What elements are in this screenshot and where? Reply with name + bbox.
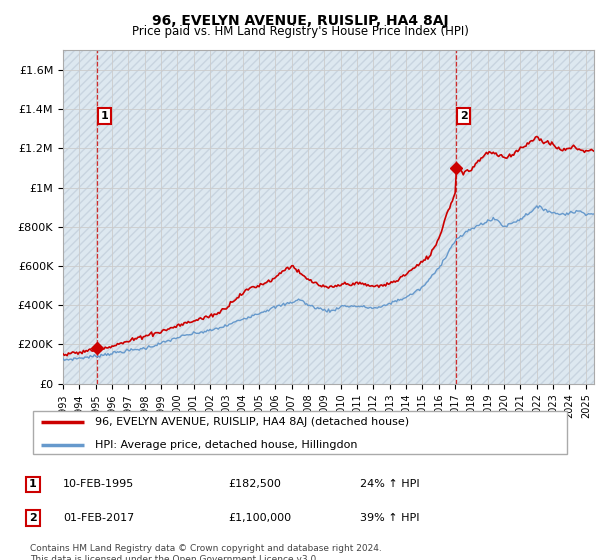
Text: 01-FEB-2017: 01-FEB-2017 [63, 513, 134, 523]
Text: £1,100,000: £1,100,000 [228, 513, 291, 523]
Text: HPI: Average price, detached house, Hillingdon: HPI: Average price, detached house, Hill… [95, 440, 358, 450]
Text: 96, EVELYN AVENUE, RUISLIP, HA4 8AJ: 96, EVELYN AVENUE, RUISLIP, HA4 8AJ [152, 14, 448, 28]
Text: 24% ↑ HPI: 24% ↑ HPI [360, 479, 419, 489]
Text: 1: 1 [101, 111, 109, 121]
FancyBboxPatch shape [33, 411, 568, 454]
Text: 39% ↑ HPI: 39% ↑ HPI [360, 513, 419, 523]
Text: Price paid vs. HM Land Registry's House Price Index (HPI): Price paid vs. HM Land Registry's House … [131, 25, 469, 38]
Text: 96, EVELYN AVENUE, RUISLIP, HA4 8AJ (detached house): 96, EVELYN AVENUE, RUISLIP, HA4 8AJ (det… [95, 417, 409, 427]
Text: 10-FEB-1995: 10-FEB-1995 [63, 479, 134, 489]
Text: £182,500: £182,500 [228, 479, 281, 489]
Text: 2: 2 [29, 513, 37, 523]
Text: Contains HM Land Registry data © Crown copyright and database right 2024.
This d: Contains HM Land Registry data © Crown c… [30, 544, 382, 560]
Text: 2: 2 [460, 111, 467, 121]
Text: 1: 1 [29, 479, 37, 489]
